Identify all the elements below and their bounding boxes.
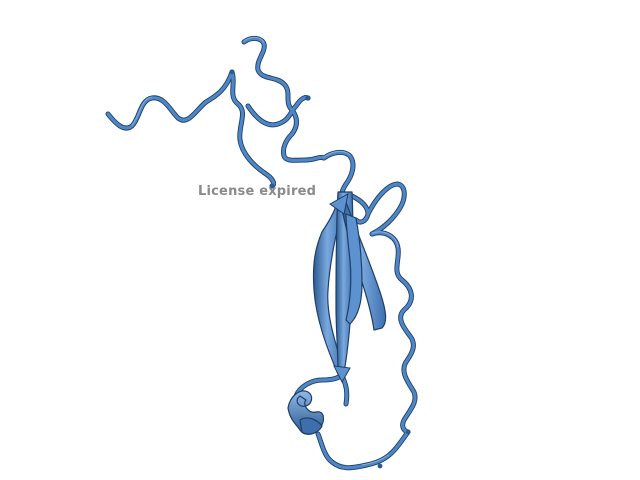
strand-arrowheads — [329, 193, 351, 384]
beta-sheet — [312, 191, 387, 375]
beta-strand-4 — [345, 213, 363, 325]
license-watermark: License expired — [198, 184, 317, 199]
turn-segment — [229, 69, 411, 469]
alpha-helix — [287, 390, 325, 435]
coil-shadow — [105, 35, 418, 471]
coil-backbone — [106, 36, 417, 470]
coil-highlight — [131, 36, 399, 466]
